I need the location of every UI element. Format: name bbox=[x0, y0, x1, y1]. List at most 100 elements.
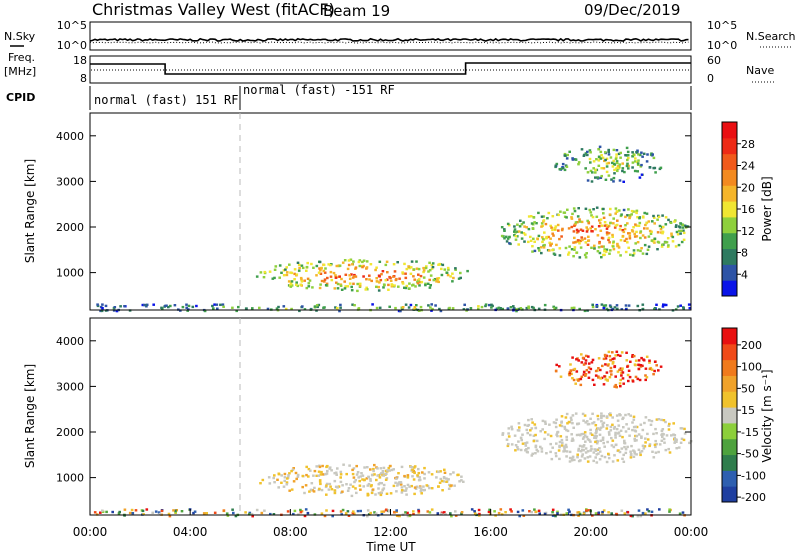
cpid-panel: normal (fast) 151 RF normal (fast) -151 … bbox=[89, 83, 692, 110]
cpid-segment-2-label: normal (fast) -151 RF bbox=[243, 83, 395, 97]
colorbar-tick-label-3: 50 bbox=[741, 382, 755, 395]
power-colorbar: 4 8 12 16 20 24 28 Power [dB] bbox=[721, 121, 774, 297]
colorbar-swatch-4 bbox=[722, 232, 737, 250]
colorbar-tick-label-1: 4 bbox=[741, 268, 748, 281]
colorbar-tick-label-2: 100 bbox=[741, 361, 762, 374]
velocity-colorbar-label: Velocity [m s⁻¹] bbox=[760, 369, 774, 462]
velocity-ylabel: Slant Range [km] bbox=[23, 364, 37, 468]
power-panel: 1000 2000 3000 4000 Slant Range [km] bbox=[23, 112, 692, 313]
velocity-colorbar: 200 100 50 15 -15 -50 -100 -200 Velocity [m s⁻¹… bbox=[721, 327, 774, 504]
freq-right-tick-high: 60 bbox=[707, 54, 721, 67]
noise-search-line bbox=[89, 41, 689, 44]
colorbar-swatch-6 bbox=[722, 201, 737, 218]
velocity-x-ticks: 00:00 04:00 08:00 12:00 16:00 20:00 00:00 bbox=[73, 509, 709, 539]
colorbar-tick-label-4: 16 bbox=[741, 203, 755, 216]
y-tick-label-2000: 2000 bbox=[56, 426, 84, 439]
noise-panel: 10^5 10^0 10^5 10^0 bbox=[57, 19, 737, 52]
velocity-colorbar-frame bbox=[721, 327, 738, 503]
velocity-panel: 1000 2000 3000 4000 00:00 04:00 08:00 12:00 16:… bbox=[23, 317, 709, 554]
noise-panel-frame bbox=[89, 21, 692, 51]
power-echo-regions bbox=[96, 145, 692, 313]
y-tick-label-2000: 2000 bbox=[56, 221, 84, 234]
cpid-label: CPID bbox=[6, 91, 35, 104]
colorbar-swatch-1 bbox=[722, 486, 737, 503]
power-colorbar-label: Power [dB] bbox=[760, 176, 774, 241]
colorbar-swatch-3 bbox=[722, 454, 737, 471]
noise-left-tick-high: 10^5 bbox=[57, 19, 87, 32]
y-tick-label-1000: 1000 bbox=[56, 472, 84, 485]
x-tick-label-1: 04:00 bbox=[173, 525, 208, 539]
frequency-panel: 18 8 60 0 bbox=[73, 54, 721, 85]
echo-region-3 bbox=[501, 412, 693, 464]
colorbar-swatch-10 bbox=[722, 343, 737, 361]
x-tick-label-4: 16:00 bbox=[473, 525, 508, 539]
date-label: 09/Dec/2019 bbox=[584, 1, 680, 19]
colorbar-tick-label-6: -50 bbox=[741, 448, 759, 461]
colorbar-tick-label-5: 20 bbox=[741, 181, 755, 194]
beam-label: Beam 19 bbox=[323, 2, 390, 20]
colorbar-swatch-11 bbox=[722, 122, 737, 139]
noise-right-tick-high: 10^5 bbox=[707, 19, 737, 32]
colorbar-tick-label-5: -15 bbox=[741, 426, 759, 439]
colorbar-swatch-5 bbox=[722, 216, 737, 234]
colorbar-tick-label-6: 24 bbox=[741, 160, 755, 173]
colorbar-swatch-2 bbox=[722, 470, 737, 487]
colorbar-tick-label-1: 200 bbox=[741, 339, 762, 352]
cpid-segment-1-label: normal (fast) 151 RF bbox=[94, 93, 239, 107]
noise-left-tick-low: 10^0 bbox=[57, 39, 87, 52]
power-ylabel: Slant Range [km] bbox=[23, 159, 37, 263]
x-tick-label-5: 20:00 bbox=[574, 525, 609, 539]
power-panel-frame bbox=[89, 112, 692, 311]
power-y-ticks: 1000 2000 3000 4000 bbox=[56, 130, 691, 280]
colorbar-tick-label-2: 8 bbox=[741, 247, 748, 260]
freq-left-tick-low: 8 bbox=[80, 72, 87, 85]
freq-right-tick-low: 0 bbox=[707, 72, 714, 85]
x-tick-label-3: 12:00 bbox=[373, 525, 408, 539]
noise-right-tick-low: 10^0 bbox=[707, 39, 737, 52]
y-tick-label-3000: 3000 bbox=[56, 175, 84, 188]
colorbar-tick-label-7: 28 bbox=[741, 138, 755, 151]
x-tick-label-0: 00:00 bbox=[73, 525, 108, 539]
echo-region-1 bbox=[93, 508, 686, 518]
colorbar-tick-label-7: -100 bbox=[741, 469, 766, 482]
colorbar-swatch-4 bbox=[722, 438, 737, 456]
colorbar-swatch-7 bbox=[722, 185, 737, 202]
velocity-xlabel: Time UT bbox=[365, 540, 416, 554]
nave-label: Nave bbox=[746, 64, 774, 77]
colorbar-swatch-11 bbox=[722, 328, 737, 345]
colorbar-swatch-6 bbox=[722, 407, 737, 424]
colorbar-swatch-9 bbox=[722, 153, 737, 170]
colorbar-swatch-2 bbox=[722, 264, 737, 281]
colorbar-swatch-9 bbox=[722, 359, 737, 376]
colorbar-swatch-8 bbox=[722, 169, 737, 186]
y-tick-label-4000: 4000 bbox=[56, 335, 84, 348]
nsearch-label: N.Search bbox=[746, 30, 796, 43]
echo-region-3 bbox=[500, 206, 690, 259]
colorbar-swatch-10 bbox=[722, 137, 737, 155]
freq-unit-label: [MHz] bbox=[4, 65, 36, 78]
colorbar-swatch-7 bbox=[722, 391, 737, 408]
colorbar-tick-label-4: 15 bbox=[741, 404, 755, 417]
frequency-line bbox=[90, 62, 691, 75]
x-tick-label-2: 08:00 bbox=[273, 525, 308, 539]
echo-region-4 bbox=[554, 145, 663, 183]
colorbar-swatch-8 bbox=[722, 375, 737, 392]
noise-sky-line bbox=[89, 37, 689, 42]
echo-region-1 bbox=[96, 303, 692, 313]
frequency-panel-frame bbox=[89, 55, 692, 84]
y-tick-label-3000: 3000 bbox=[56, 380, 84, 393]
colorbar-swatch-1 bbox=[722, 280, 737, 297]
freq-label: Freq. bbox=[8, 51, 35, 64]
freq-left-tick-high: 18 bbox=[73, 54, 87, 67]
echo-region-2 bbox=[255, 258, 469, 293]
x-tick-label-6: 00:00 bbox=[674, 525, 709, 539]
echo-region-2 bbox=[259, 463, 465, 498]
y-tick-label-4000: 4000 bbox=[56, 130, 84, 143]
colorbar-swatch-5 bbox=[722, 422, 737, 440]
colorbar-tick-label-8: -200 bbox=[741, 491, 766, 504]
colorbar-swatch-3 bbox=[722, 248, 737, 265]
velocity-y-ticks: 1000 2000 3000 4000 bbox=[56, 335, 691, 485]
echo-region-4 bbox=[554, 350, 663, 389]
colorbar-tick-label-3: 12 bbox=[741, 225, 755, 238]
nsky-label: N.Sky bbox=[4, 30, 36, 43]
